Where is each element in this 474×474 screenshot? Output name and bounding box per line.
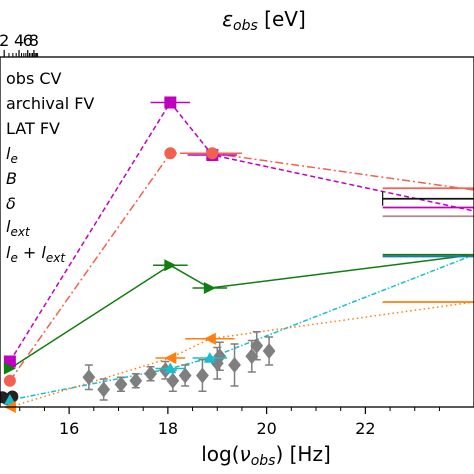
legend-archival-fv: archival FV: [6, 94, 94, 113]
model-curve-3: [9, 254, 474, 401]
x-axis-post: ) [Hz]: [275, 442, 330, 466]
top-tick-label: 6: [23, 31, 33, 50]
obs-cv-layer: [0, 331, 276, 406]
obs-cv-point: [228, 357, 241, 373]
model-curve-2: [9, 254, 474, 370]
marker-circle: [206, 147, 219, 160]
marker-triangle-up: [164, 362, 177, 374]
obs-cv-point: [97, 381, 111, 398]
model-curves-layer: [9, 101, 474, 408]
obs-cv-point: [178, 367, 192, 384]
obs-cv-point: [114, 376, 128, 393]
legend-le-plus-lext: le + lext: [6, 243, 66, 265]
obs-cv-point: [82, 369, 96, 386]
obs-cv-point: [262, 343, 276, 359]
marker-triangle-up: [3, 394, 16, 405]
top-tick-label: 4: [14, 31, 24, 50]
obs-cv-point: [166, 372, 180, 389]
marker-triangle-right: [3, 362, 16, 375]
top-x-axis-label: εobs [eV]: [222, 7, 306, 34]
top-tick-label: 8: [29, 31, 39, 50]
marker-triangle-right: [164, 259, 177, 272]
legend-obs-cv: obs CV: [6, 69, 62, 88]
model-curve-0: [9, 101, 474, 362]
x-tick-label: 20: [256, 419, 276, 438]
x-axis-label: log(νobs) [Hz]: [201, 442, 331, 469]
obs-cv-point: [144, 365, 157, 382]
top-x-axis-unit: [eV]: [258, 7, 306, 31]
markers-layer: [3, 96, 242, 413]
marker-triangle-left: [164, 352, 177, 364]
model-curve-4: [9, 301, 474, 408]
marker-triangle-up: [203, 352, 216, 363]
marker-circle: [3, 374, 16, 387]
obs-cv-point: [213, 348, 227, 365]
x-axis-sub: obs: [251, 453, 276, 469]
x-tick-label: 22: [355, 419, 375, 438]
top-x-axis-sub: obs: [233, 18, 258, 34]
top-x-axis-eps: ε: [222, 7, 233, 31]
legend-lat-fv: LAT FV: [6, 119, 60, 138]
x-axis-nu: ν: [240, 442, 251, 466]
legend: obs CV archival FV LAT FV le B δ lext le…: [6, 69, 94, 265]
plot-frame: [0, 56, 474, 408]
marker-triangle-right: [203, 282, 216, 294]
obs-cv-point: [250, 337, 264, 354]
bottom-x-ticks: 16 18 20 22: [19, 407, 440, 438]
obs-cv-point: [129, 372, 143, 389]
top-x-ticks: 2 468: [0, 31, 39, 57]
top-tick-label: 2: [0, 31, 9, 50]
legend-le: le: [6, 144, 18, 166]
x-tick-label: 18: [158, 419, 178, 438]
marker-triangle-left: [203, 332, 216, 345]
obs-cv-point: [196, 367, 209, 384]
x-tick-label: 16: [59, 419, 79, 438]
legend-delta: δ: [6, 194, 16, 213]
marker-square: [164, 96, 177, 109]
legend-lext: lext: [6, 217, 31, 239]
legend-b: B: [6, 169, 17, 188]
marker-circle: [164, 147, 177, 160]
x-axis-pre: log(: [201, 442, 239, 466]
